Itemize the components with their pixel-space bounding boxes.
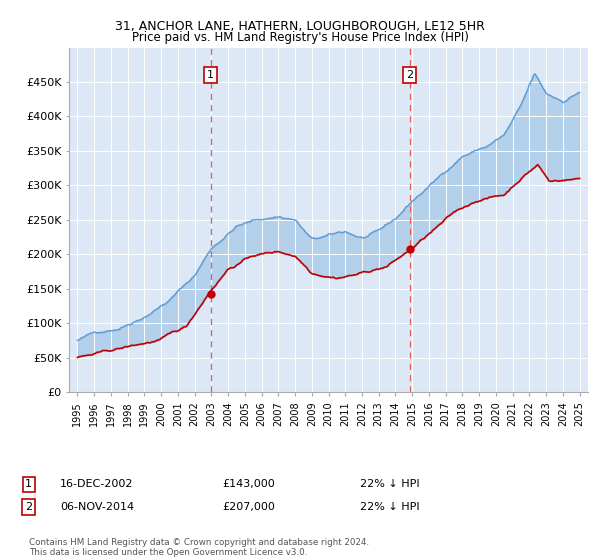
Text: £143,000: £143,000 bbox=[222, 479, 275, 489]
Text: 06-NOV-2014: 06-NOV-2014 bbox=[60, 502, 134, 512]
Text: 22% ↓ HPI: 22% ↓ HPI bbox=[360, 502, 419, 512]
Text: £207,000: £207,000 bbox=[222, 502, 275, 512]
Text: 1: 1 bbox=[207, 70, 214, 80]
Text: 31, ANCHOR LANE, HATHERN, LOUGHBOROUGH, LE12 5HR: 31, ANCHOR LANE, HATHERN, LOUGHBOROUGH, … bbox=[115, 20, 485, 32]
Text: 1: 1 bbox=[25, 479, 32, 489]
Text: 2: 2 bbox=[25, 502, 32, 512]
Text: Contains HM Land Registry data © Crown copyright and database right 2024.
This d: Contains HM Land Registry data © Crown c… bbox=[29, 538, 369, 557]
Text: 22% ↓ HPI: 22% ↓ HPI bbox=[360, 479, 419, 489]
Text: Price paid vs. HM Land Registry's House Price Index (HPI): Price paid vs. HM Land Registry's House … bbox=[131, 31, 469, 44]
Text: 16-DEC-2002: 16-DEC-2002 bbox=[60, 479, 133, 489]
Text: 2: 2 bbox=[406, 70, 413, 80]
